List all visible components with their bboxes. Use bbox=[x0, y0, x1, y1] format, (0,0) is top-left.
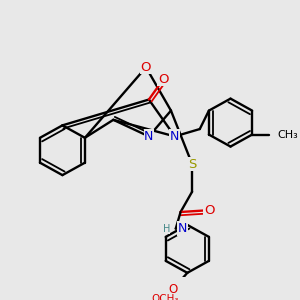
Text: H: H bbox=[163, 224, 170, 234]
Text: N: N bbox=[170, 130, 179, 143]
Text: O: O bbox=[204, 204, 214, 217]
Text: C: C bbox=[159, 294, 167, 300]
Text: N: N bbox=[178, 222, 187, 235]
Text: N: N bbox=[144, 130, 154, 143]
Text: S: S bbox=[188, 158, 196, 171]
Text: O: O bbox=[141, 61, 151, 74]
Text: CH₃: CH₃ bbox=[277, 130, 298, 140]
Text: OCH₃: OCH₃ bbox=[152, 294, 179, 300]
Text: O: O bbox=[158, 73, 169, 86]
Text: O: O bbox=[168, 283, 178, 296]
